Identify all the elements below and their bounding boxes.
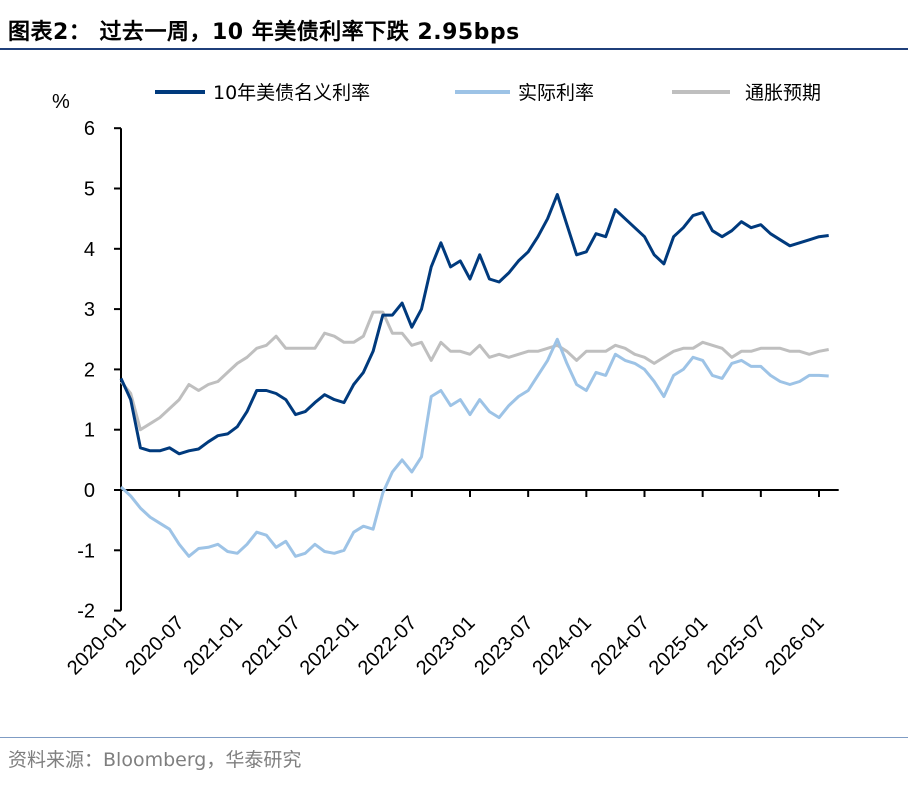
x-tick-label: 2022-07 [354, 612, 421, 679]
y-tick-label: 3 [84, 299, 95, 321]
x-tick-label: 2023-07 [470, 612, 537, 679]
legend-label-1: 实际利率 [518, 82, 594, 104]
y-tick-label: -2 [77, 601, 95, 623]
legend-label-0: 10年美债名义利率 [213, 82, 370, 104]
x-tick-label: 2023-01 [412, 612, 479, 679]
series-line-0 [119, 193, 829, 456]
x-tick-label: 2025-01 [645, 612, 712, 679]
x-tick-label: 2024-01 [528, 612, 595, 679]
legend-label-2: 通胀预期 [745, 82, 821, 104]
x-tick-label: 2021-01 [179, 612, 246, 679]
y-tick-label: 1 [84, 420, 95, 442]
series-line-1 [119, 337, 829, 558]
x-tick-label: 2025-07 [703, 612, 770, 679]
source-divider [0, 737, 908, 738]
y-tick-label: 5 [84, 179, 95, 201]
title-divider [0, 48, 908, 50]
y-tick-label: 0 [84, 480, 95, 502]
x-tick-label: 2024-07 [587, 612, 654, 679]
series-lines [119, 193, 829, 558]
y-tick-label: 6 [84, 118, 95, 140]
x-tick-label: 2020-07 [121, 612, 188, 679]
legend: 10年美债名义利率 实际利率 通胀预期 [155, 82, 821, 104]
y-tick-label: 4 [84, 239, 95, 261]
y-axis-label: % [52, 91, 70, 113]
x-tick-label: 2020-01 [63, 612, 130, 679]
x-tick-label: 2022-01 [296, 612, 363, 679]
source-note: 资料来源：Bloomberg，华泰研究 [8, 749, 302, 771]
x-tick-label: 2026-01 [761, 612, 828, 679]
y-tick-label: 2 [84, 359, 95, 381]
y-tick-label: -1 [77, 540, 95, 562]
x-tick-label: 2021-07 [238, 612, 305, 679]
chart-title: 图表2： 过去一周，10 年美债利率下跌 2.95bps [8, 20, 520, 45]
series-line-2 [119, 310, 829, 432]
